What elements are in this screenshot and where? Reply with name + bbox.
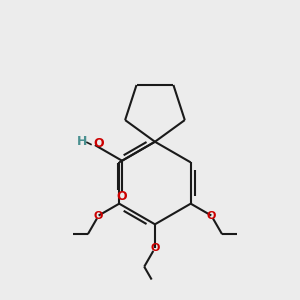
Text: O: O <box>207 211 216 220</box>
Text: O: O <box>94 211 103 220</box>
Text: O: O <box>150 243 160 253</box>
Text: O: O <box>93 137 104 150</box>
Text: O: O <box>117 190 128 203</box>
Text: H: H <box>77 135 88 148</box>
